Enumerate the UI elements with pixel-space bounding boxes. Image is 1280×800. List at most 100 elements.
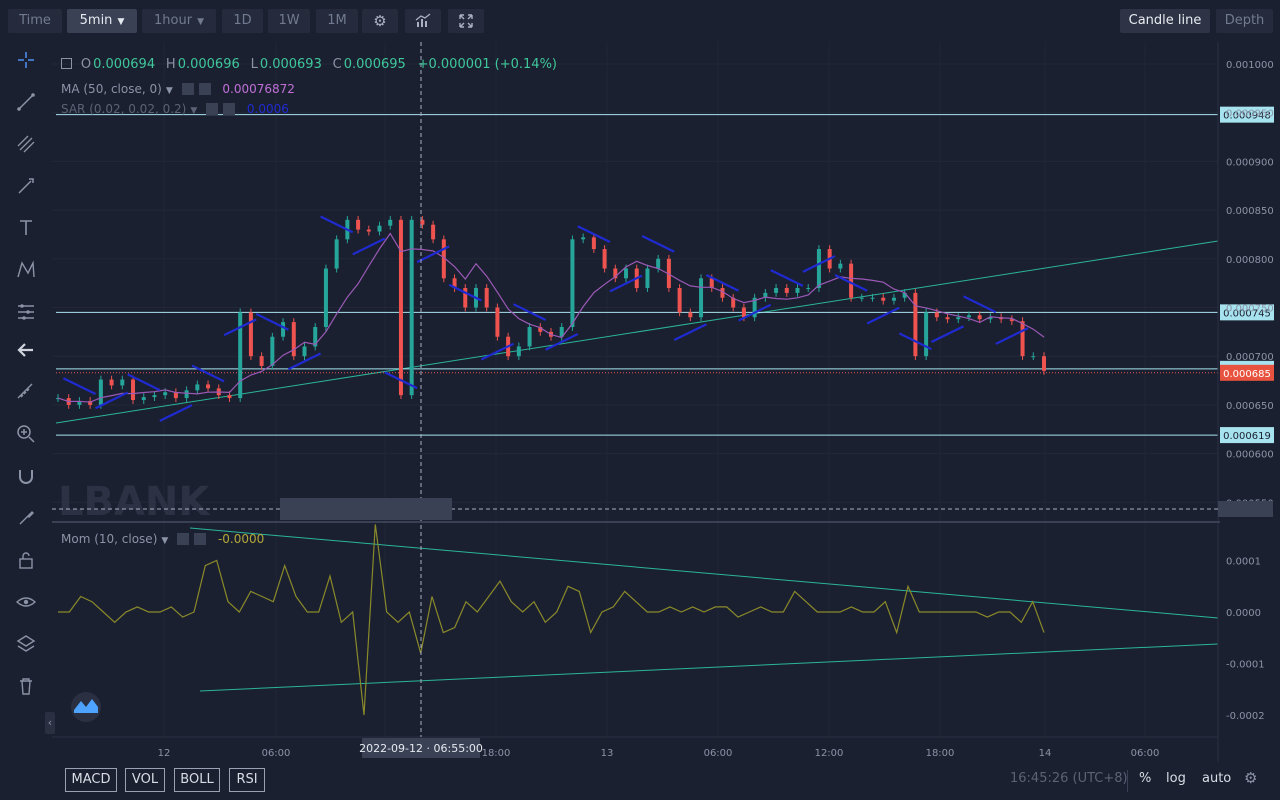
ray-icon[interactable] bbox=[14, 174, 38, 198]
chart-area[interactable]: LBANK 0.0009480.0007450.0006870.0006190.… bbox=[52, 42, 1280, 762]
candle-body bbox=[570, 239, 575, 327]
ma-label: MA (50, close, 0) bbox=[61, 82, 162, 96]
sar-segment bbox=[287, 352, 322, 371]
eye-icon[interactable] bbox=[14, 590, 38, 614]
time-button[interactable]: Time bbox=[8, 9, 62, 33]
candle-body bbox=[709, 278, 714, 289]
drawing-toolbar: ‹ bbox=[0, 42, 55, 762]
close-icon[interactable] bbox=[198, 83, 211, 95]
trend-line-mom-lower bbox=[199, 643, 1219, 692]
mom-legend: Mom (10, close) ▼ -0.0000 bbox=[61, 532, 266, 546]
settings-icon[interactable] bbox=[177, 533, 190, 545]
settings-icon[interactable] bbox=[206, 103, 219, 115]
ruler-icon[interactable] bbox=[14, 380, 38, 404]
sar-segment bbox=[577, 225, 611, 244]
sar-segment bbox=[223, 318, 257, 337]
sar-segment bbox=[770, 269, 804, 287]
boll-button[interactable]: BOLL bbox=[174, 768, 220, 792]
collapse-toolbar-button[interactable]: ‹ bbox=[45, 712, 55, 734]
candle-body bbox=[441, 239, 446, 279]
interval-5min-dropdown[interactable]: 5min ▼ bbox=[67, 9, 137, 33]
chevron-down-icon[interactable]: ▼ bbox=[190, 106, 198, 116]
mom-y-tick-label: 0.0000 bbox=[1226, 608, 1261, 619]
divider bbox=[1127, 770, 1128, 792]
chevron-down-icon[interactable]: ▼ bbox=[161, 536, 169, 546]
sar-segment bbox=[159, 404, 193, 422]
gear-icon[interactable]: ⚙ bbox=[1244, 769, 1258, 787]
hour-label: 1hour bbox=[154, 13, 193, 28]
candle-body bbox=[934, 312, 939, 318]
close-icon[interactable] bbox=[194, 533, 207, 545]
candle-body bbox=[977, 315, 982, 320]
text-tool-icon[interactable] bbox=[14, 216, 38, 240]
trash-icon[interactable] bbox=[14, 674, 38, 698]
candle-body bbox=[956, 317, 961, 320]
magnet-icon[interactable] bbox=[14, 464, 38, 488]
layers-icon[interactable] bbox=[14, 632, 38, 656]
trend-line-icon[interactable] bbox=[14, 90, 38, 114]
mom-y-tick-label: 0.0001 bbox=[1226, 557, 1261, 568]
fibonacci-icon[interactable] bbox=[14, 300, 38, 324]
interval-1d-button[interactable]: 1D bbox=[222, 9, 263, 33]
candle-body bbox=[356, 219, 361, 230]
mom-y-tick-label: -0.0001 bbox=[1226, 660, 1265, 671]
level-price-label: 0.000948 bbox=[1223, 111, 1271, 122]
interval-1m-button[interactable]: 1M bbox=[316, 9, 358, 33]
chevron-down-icon: ▼ bbox=[117, 17, 125, 27]
trend-line-up bbox=[55, 240, 1219, 424]
sar-segment bbox=[834, 273, 868, 292]
sar-segment bbox=[995, 327, 1029, 345]
candle-body bbox=[591, 237, 596, 250]
candle-body bbox=[966, 315, 971, 318]
level-price-box bbox=[1220, 304, 1274, 321]
close-icon[interactable] bbox=[223, 103, 236, 115]
sar-segment bbox=[609, 274, 643, 293]
candle-body bbox=[420, 219, 425, 225]
candle-body bbox=[741, 307, 746, 318]
interval-1hour-dropdown[interactable]: 1hour ▼ bbox=[142, 9, 216, 33]
sar-segment bbox=[705, 273, 740, 292]
sar-segment bbox=[416, 245, 450, 264]
auto-button[interactable]: auto bbox=[1202, 771, 1232, 786]
vol-button[interactable]: VOL bbox=[125, 768, 165, 792]
chevron-down-icon[interactable]: ▼ bbox=[165, 86, 173, 96]
mom-y-tick-label: -0.0002 bbox=[1226, 711, 1265, 722]
crosshair-icon[interactable] bbox=[14, 48, 38, 72]
settings-button[interactable]: ⚙ bbox=[362, 9, 398, 33]
zoom-in-icon[interactable] bbox=[14, 422, 38, 446]
open-label: O bbox=[80, 57, 92, 72]
candle-body bbox=[602, 249, 607, 269]
sar-segment bbox=[898, 332, 932, 351]
settings-icon[interactable] bbox=[181, 83, 194, 95]
candle-body bbox=[666, 258, 671, 289]
candle-body bbox=[431, 224, 436, 240]
parallel-channel-icon[interactable] bbox=[14, 132, 38, 156]
candle-body bbox=[484, 288, 489, 308]
interval-1w-button[interactable]: 1W bbox=[268, 9, 310, 33]
lock-icon[interactable] bbox=[14, 548, 38, 572]
brush-icon[interactable] bbox=[14, 506, 38, 530]
indicators-button[interactable] bbox=[405, 9, 441, 33]
x-tick-label: 06:00 bbox=[262, 748, 291, 759]
sar-segment bbox=[513, 303, 547, 321]
arrow-left-icon[interactable] bbox=[14, 338, 38, 362]
candle-body bbox=[763, 292, 768, 298]
percent-button[interactable]: % bbox=[1139, 771, 1152, 786]
log-button[interactable]: log bbox=[1166, 771, 1186, 786]
y-tick-label: 0.000950 bbox=[1226, 109, 1274, 120]
price-chart[interactable]: LBANK 0.0009480.0007450.0006870.0006190.… bbox=[52, 42, 1280, 762]
candle-body bbox=[806, 288, 811, 290]
pattern-icon[interactable] bbox=[14, 258, 38, 282]
y-tick-label: 0.001000 bbox=[1226, 60, 1274, 71]
level-box-0000538 bbox=[1218, 501, 1273, 517]
collapse-legend-icon[interactable] bbox=[61, 58, 72, 69]
depth-button[interactable]: Depth bbox=[1216, 9, 1273, 33]
sar-segment bbox=[641, 235, 675, 253]
candle-body bbox=[120, 379, 125, 386]
candle-line-button[interactable]: Candle line bbox=[1120, 9, 1210, 33]
macd-button[interactable]: MACD bbox=[65, 768, 117, 792]
candle-body bbox=[452, 278, 457, 289]
candle-body bbox=[945, 317, 950, 320]
rsi-button[interactable]: RSI bbox=[229, 768, 265, 792]
fullscreen-button[interactable] bbox=[448, 9, 484, 33]
